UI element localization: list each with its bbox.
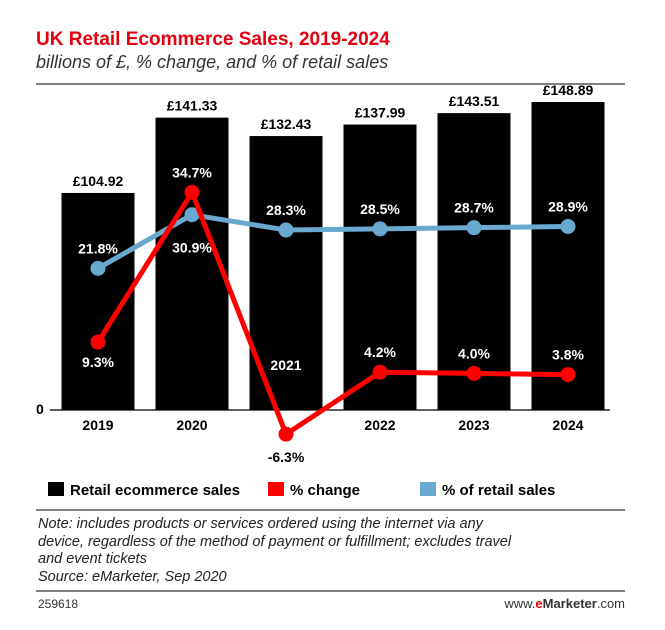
source-line: Source: eMarketer, Sep 2020 bbox=[38, 569, 227, 585]
legend-swatch bbox=[48, 482, 64, 496]
bar-2021 bbox=[249, 136, 323, 410]
pct-change-point bbox=[466, 365, 482, 381]
bar-2020 bbox=[155, 117, 229, 411]
plot-area: £104.92 £141.33 £132.43 £137.99 £143.51 £148.… bbox=[50, 82, 610, 465]
retail-share-label: 28.3% bbox=[266, 202, 306, 218]
retail-share-label: 28.7% bbox=[454, 200, 494, 216]
retail-share-label: 30.9% bbox=[172, 240, 212, 256]
pct-change-line bbox=[95, 186, 569, 438]
retail-share-point bbox=[278, 222, 294, 238]
legend-swatch bbox=[420, 482, 436, 496]
chart-id: 259618 bbox=[38, 597, 78, 611]
retail-share-point bbox=[184, 207, 200, 223]
bar-value-label: £104.92 bbox=[73, 173, 124, 189]
retail-share-label: 28.9% bbox=[548, 198, 588, 214]
pct-change-label: 4.0% bbox=[458, 345, 490, 361]
legend-swatch bbox=[268, 482, 284, 496]
brand-logo: www.eMarketer.com bbox=[503, 596, 625, 611]
retail-share-line bbox=[96, 212, 569, 271]
bar-value-label: £148.89 bbox=[543, 82, 594, 98]
bar-value-label: £137.99 bbox=[355, 105, 406, 121]
pct-change-label: 34.7% bbox=[172, 164, 212, 180]
bar-value-label: £143.51 bbox=[449, 93, 500, 109]
x-tick-label: 2023 bbox=[458, 417, 489, 433]
retail-share-point bbox=[560, 218, 576, 234]
pct-change-point bbox=[184, 184, 200, 200]
legend: Retail ecommerce sales % change % of retai… bbox=[48, 482, 555, 499]
note-line-1: Note: includes products or services orde… bbox=[38, 516, 484, 532]
legend-label: Retail ecommerce sales bbox=[70, 482, 240, 499]
x-tick-label: 2022 bbox=[364, 417, 395, 433]
bar-2023 bbox=[437, 113, 511, 411]
bar-value-label: £141.33 bbox=[167, 98, 218, 114]
retail-share-label: 28.5% bbox=[360, 201, 400, 217]
y-zero-label: 0 bbox=[36, 401, 44, 417]
retail-share-label: 21.8% bbox=[78, 240, 118, 256]
note-line-2: device, regardless of the method of paym… bbox=[38, 534, 512, 550]
pct-change-point bbox=[372, 364, 388, 380]
legend-label: % of retail sales bbox=[442, 482, 555, 499]
pct-change-point bbox=[278, 426, 294, 442]
x-tick-label: 2020 bbox=[176, 417, 207, 433]
pct-change-label: 4.2% bbox=[364, 344, 396, 360]
pct-change-label: -6.3% bbox=[268, 449, 305, 465]
chart-title: UK Retail Ecommerce Sales, 2019-2024 bbox=[36, 29, 390, 50]
pct-change-label: 9.3% bbox=[82, 354, 114, 370]
bar-2024 bbox=[531, 102, 605, 410]
note-line-3: and event tickets bbox=[38, 551, 147, 567]
bar-value-label: £132.43 bbox=[261, 116, 312, 132]
legend-label: % change bbox=[290, 482, 360, 499]
chart-subtitle: billions of £, % change, and % of retail… bbox=[36, 52, 388, 72]
pct-change-point bbox=[90, 334, 106, 350]
retail-share-point bbox=[90, 260, 106, 276]
pct-change-point bbox=[560, 367, 576, 383]
retail-share-point bbox=[466, 220, 482, 236]
retail-share-point bbox=[372, 221, 388, 237]
x-tick-label: 2024 bbox=[552, 417, 583, 433]
bar-2022 bbox=[343, 124, 417, 410]
pct-change-label: 3.8% bbox=[552, 347, 584, 363]
x-tick-label: 2021 bbox=[270, 357, 301, 373]
x-tick-label: 2019 bbox=[82, 417, 113, 433]
